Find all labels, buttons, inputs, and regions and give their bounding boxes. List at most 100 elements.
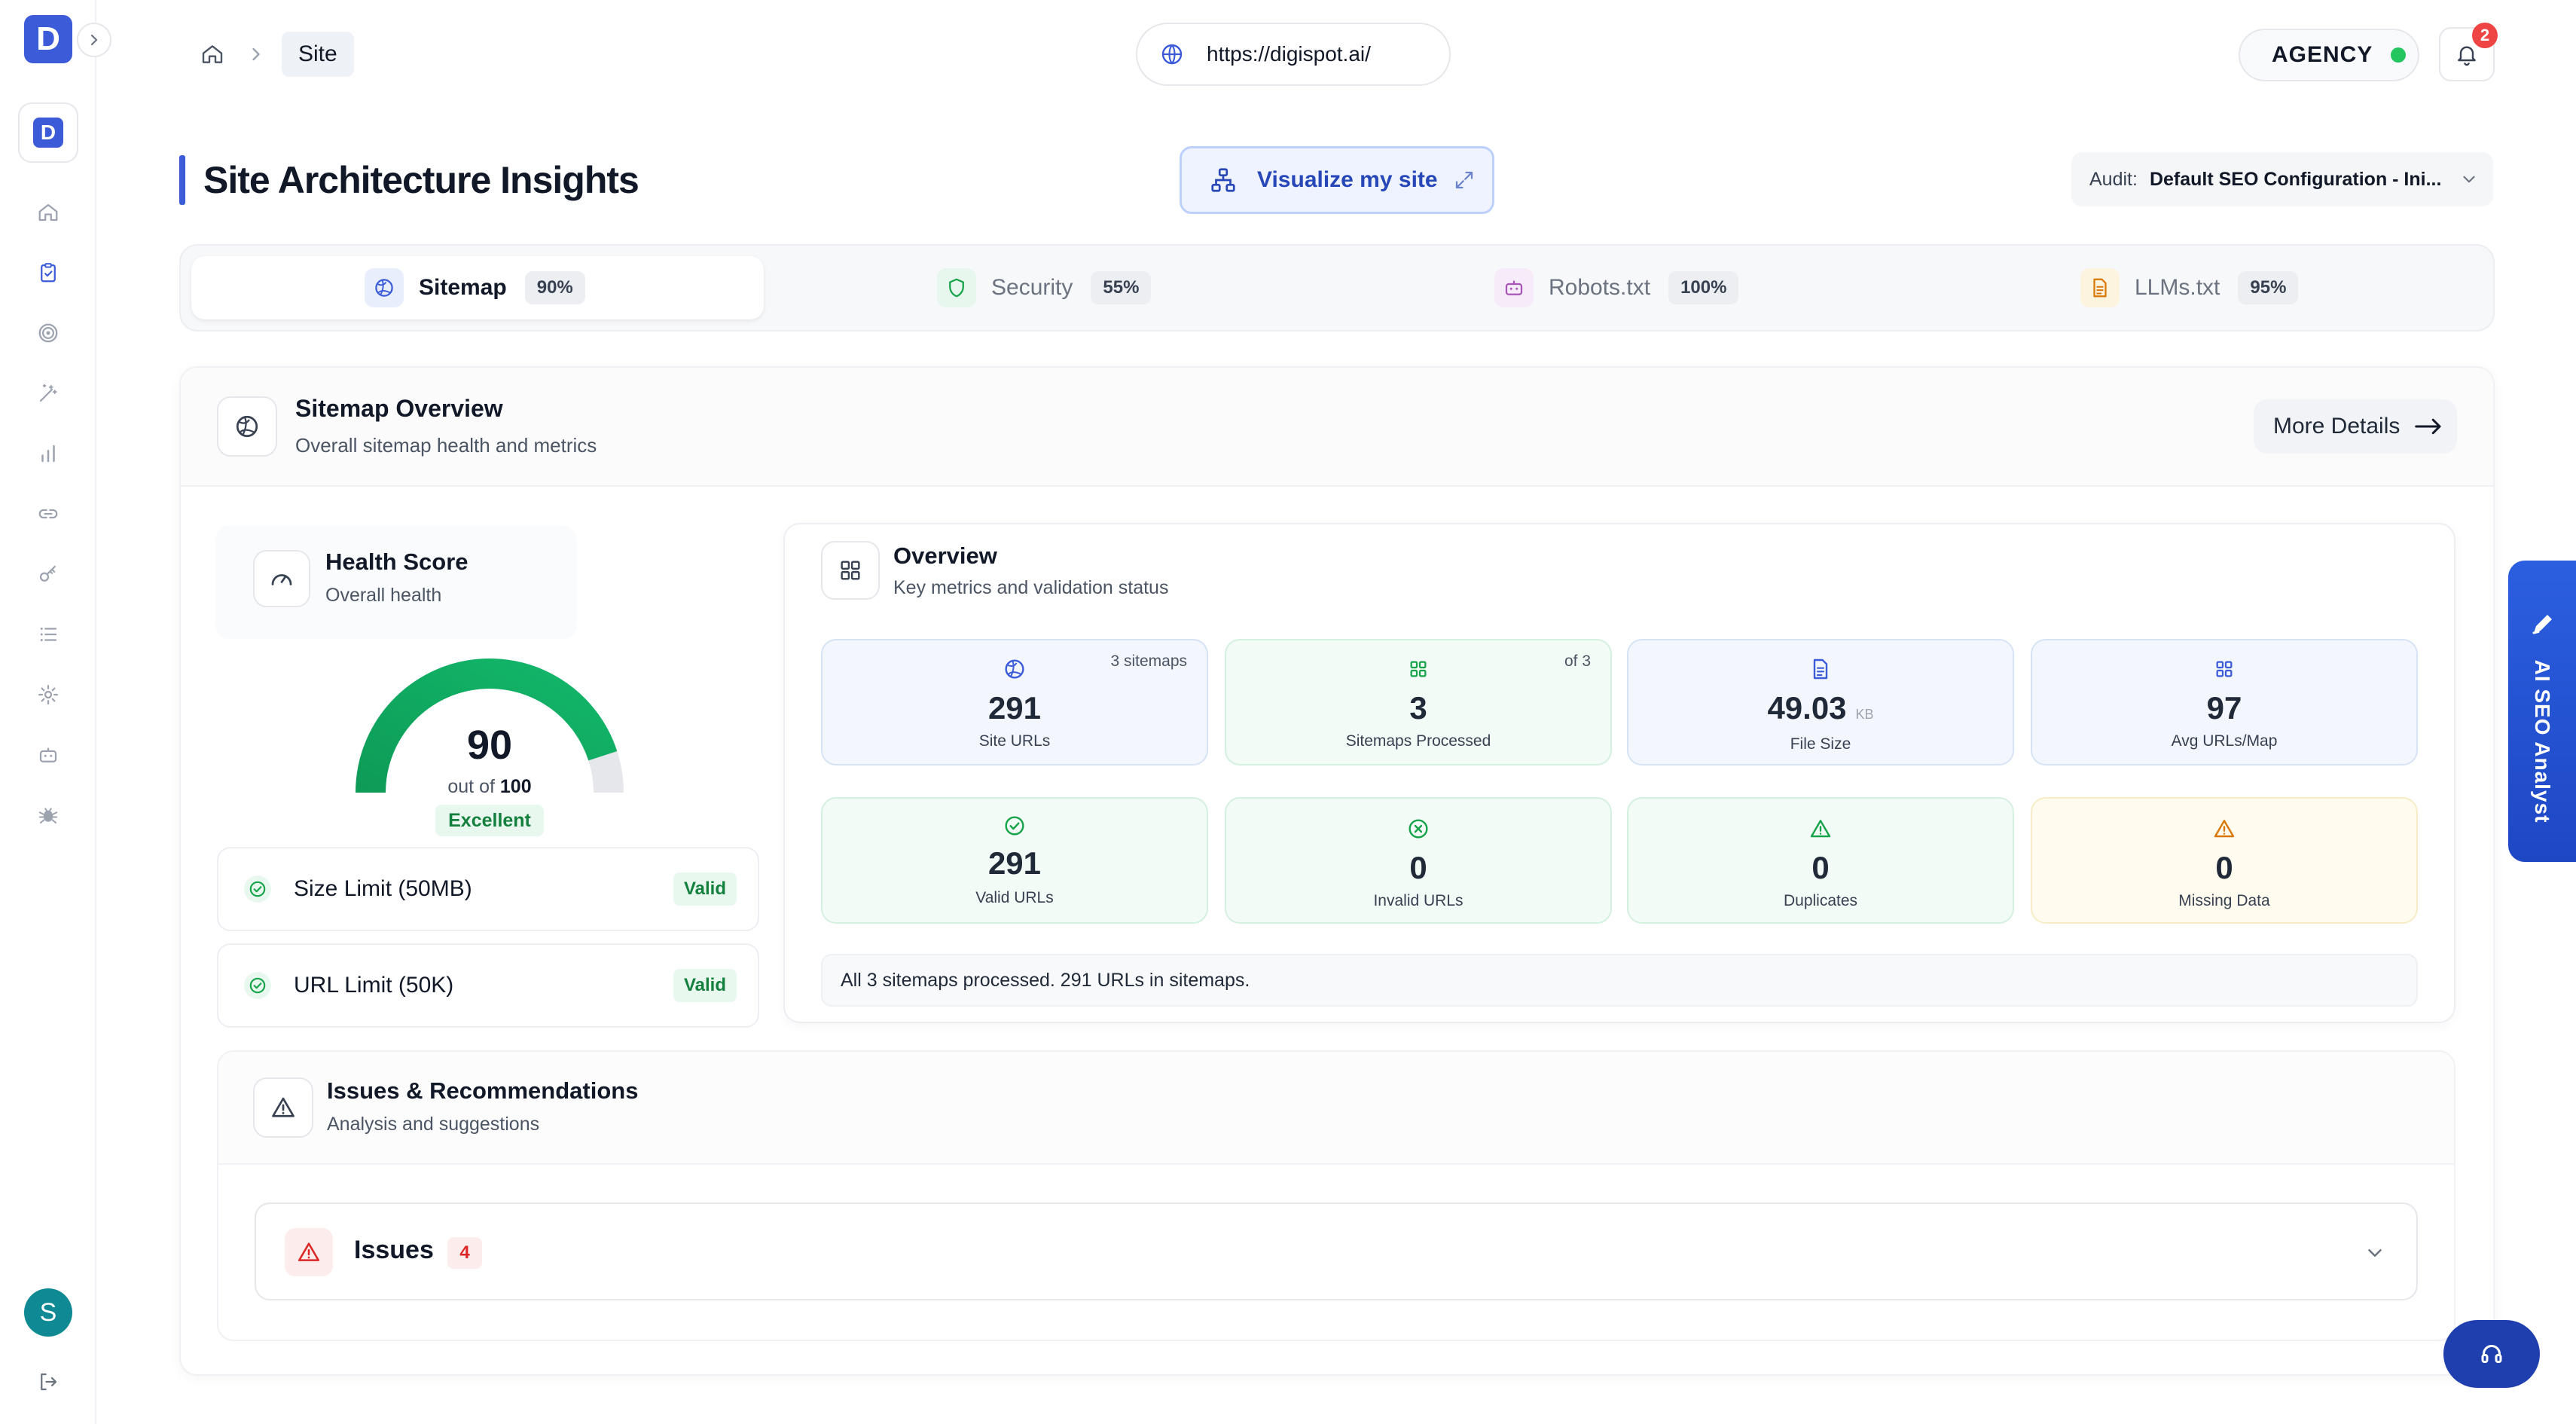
- logout-button[interactable]: [33, 1367, 63, 1397]
- ai-seo-analyst-tab[interactable]: AI SEO Analyst: [2508, 561, 2576, 862]
- out-of-prefix: out of: [447, 776, 495, 797]
- tab-robots[interactable]: Robots.txt 100%: [1494, 267, 1739, 309]
- list-icon: [40, 628, 57, 641]
- health-score-scale: out of 100: [356, 776, 624, 798]
- gear-icon: [38, 685, 58, 704]
- magic-wand-icon: [39, 384, 57, 402]
- chevron-down-icon: [2368, 1249, 2382, 1257]
- sidebar-item-bots[interactable]: [33, 740, 63, 770]
- stat-value: 49.03: [1767, 690, 1847, 726]
- tab-llms-score: 95%: [2238, 271, 2299, 304]
- issues-recommendations-icon-box: [253, 1077, 313, 1138]
- overview-icon-box: [821, 541, 880, 600]
- tab-llms-label: LLMs.txt: [2135, 275, 2220, 300]
- stat-value: 0: [1409, 850, 1427, 885]
- sidebar-item-crawler[interactable]: [33, 800, 63, 830]
- health-score-subtitle: Overall health: [325, 585, 442, 606]
- sidebar-item-list[interactable]: [33, 619, 63, 649]
- tab-robots-score: 100%: [1668, 271, 1739, 304]
- sidebar-item-analytics[interactable]: [33, 439, 63, 469]
- sidebar-item-magic[interactable]: [33, 378, 63, 408]
- plan-label: AGENCY: [2272, 42, 2373, 67]
- health-score-icon-box: [253, 550, 310, 607]
- sitemap-globe-icon: [375, 279, 393, 297]
- workspace-switcher[interactable]: D: [18, 102, 78, 163]
- health-gauge: [356, 659, 624, 793]
- clipboard-check-icon: [41, 263, 56, 283]
- visualize-site-label: Visualize my site: [1257, 167, 1438, 192]
- gauge-icon: [271, 574, 292, 585]
- sidebar-item-audits[interactable]: [33, 258, 63, 288]
- issues-icon-box: [285, 1228, 333, 1276]
- sidebar-item-home[interactable]: [33, 197, 63, 228]
- site-url-selector[interactable]: https://digispot.ai/: [1136, 23, 1451, 86]
- issues-recommendations-subtitle: Analysis and suggestions: [327, 1114, 540, 1135]
- tab-sitemap-content[interactable]: Sitemap 90%: [365, 267, 585, 309]
- warning-triangle-icon: [1810, 820, 1831, 838]
- chevron-right-icon: [252, 47, 260, 61]
- stat-corner-note: 3 sitemaps: [1110, 652, 1187, 670]
- stat-value: 291: [987, 690, 1042, 726]
- tab-security-icon-box: [937, 268, 976, 307]
- stat-value: 3: [1409, 690, 1427, 726]
- plan-badge[interactable]: AGENCY: [2239, 29, 2419, 81]
- breadcrumb-current[interactable]: Site: [282, 32, 354, 77]
- check-size-limit-status: Valid: [673, 872, 737, 906]
- tab-sitemap-icon-box: [365, 268, 404, 307]
- sidebar-item-links[interactable]: [33, 499, 63, 529]
- sidebar-item-keys[interactable]: [33, 559, 63, 589]
- issues-accordion[interactable]: Issues 4: [255, 1202, 2418, 1300]
- tab-sitemap[interactable]: [191, 256, 764, 319]
- bell-icon: [2458, 46, 2476, 66]
- issues-count-badge: 4: [447, 1237, 482, 1269]
- check-circle-icon: [244, 875, 271, 903]
- stat-value: 291: [987, 845, 1042, 881]
- support-chat-button[interactable]: [2443, 1320, 2540, 1388]
- stat-site-urls: 3 sitemaps 291 Site URLs: [821, 639, 1208, 765]
- tab-sitemap-score: 90%: [524, 271, 585, 304]
- robot-icon: [39, 747, 57, 762]
- sitemap-overview-icon-box: [217, 396, 277, 457]
- key-icon: [39, 565, 56, 582]
- app-logo[interactable]: D: [24, 15, 72, 63]
- stat-caption: Valid URLs: [975, 889, 1054, 906]
- sidebar-item-settings[interactable]: [33, 680, 63, 710]
- globe-icon: [1161, 44, 1183, 65]
- sidebar-item-target[interactable]: [33, 318, 63, 348]
- tab-robots-label: Robots.txt: [1549, 275, 1651, 300]
- workspace-logo: D: [33, 118, 63, 148]
- check-url-limit-label: URL Limit (50K): [294, 973, 454, 998]
- sitemap-globe-icon: [1005, 659, 1024, 679]
- stat-value: 0: [1811, 850, 1830, 885]
- warning-triangle-icon: [272, 1097, 295, 1117]
- arrow-right-icon: [2415, 418, 2441, 435]
- grid-icon: [2216, 661, 2233, 677]
- sidebar-toggle-button[interactable]: [77, 23, 111, 57]
- visualize-site-button[interactable]: Visualize my site: [1180, 146, 1494, 214]
- check-url-limit: URL Limit (50K) Valid: [217, 943, 759, 1028]
- health-score-value: 90: [466, 723, 513, 768]
- audit-select[interactable]: Audit: Default SEO Configuration - Ini..…: [2071, 152, 2493, 206]
- health-score-title: Health Score: [325, 549, 469, 575]
- stat-valid-urls: 291 Valid URLs: [821, 797, 1208, 924]
- sitemap-overview-header: [181, 368, 2493, 487]
- breadcrumb-home[interactable]: [197, 39, 227, 69]
- stat-invalid-urls: 0 Invalid URLs: [1225, 797, 1612, 924]
- bug-icon: [38, 808, 58, 824]
- check-size-limit-label: Size Limit (50MB): [294, 876, 472, 901]
- tab-llms[interactable]: LLMs.txt 95%: [2080, 267, 2299, 309]
- notifications-count-badge: 2: [2472, 23, 2498, 48]
- stat-caption: Avg URLs/Map: [2171, 732, 2278, 750]
- expand-icon: [1455, 171, 1473, 189]
- tab-sitemap-label: Sitemap: [419, 275, 507, 300]
- tab-security-label: Security: [991, 275, 1073, 300]
- stat-value: 97: [2206, 690, 2242, 726]
- user-avatar[interactable]: S: [24, 1288, 72, 1337]
- sitemap-overview-title: Sitemap Overview: [295, 395, 503, 422]
- site-url: https://digispot.ai/: [1207, 42, 1371, 66]
- audit-value: Default SEO Configuration - Ini...: [2149, 168, 2442, 190]
- check-circle-icon: [1005, 816, 1024, 836]
- more-details-button[interactable]: More Details: [2254, 399, 2457, 454]
- issues-recommendations-header: [218, 1052, 2454, 1165]
- tab-security[interactable]: Security 55%: [937, 267, 1152, 309]
